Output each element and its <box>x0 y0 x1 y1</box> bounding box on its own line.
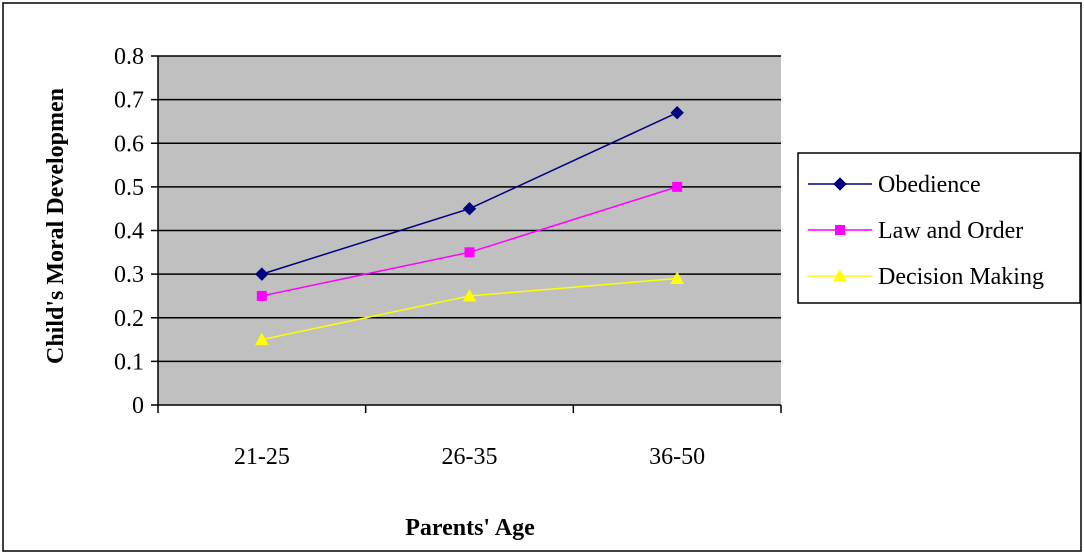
data-point <box>462 288 477 302</box>
y-tick-label: 0.2 <box>114 306 144 332</box>
legend-item: Obedience <box>808 172 981 198</box>
legend-label: Law and Order <box>878 218 1023 244</box>
x-tick-label: 21-25 <box>234 444 290 470</box>
series-1 <box>256 181 683 301</box>
legend-marker <box>833 177 847 191</box>
y-axis-title: Child's Moral Developmen <box>43 88 69 364</box>
legend-item: Decision Making <box>808 264 1044 290</box>
y-tick-label: 0.5 <box>114 175 144 201</box>
y-tick-label: 0.6 <box>114 131 144 157</box>
data-point <box>464 247 475 258</box>
x-axis-title: Parents' Age <box>405 515 535 541</box>
y-tick-label: 0.1 <box>114 349 144 375</box>
legend-item: Law and Order <box>808 218 1023 244</box>
y-tick-label: 0.4 <box>114 219 144 245</box>
legend-label: Obedience <box>878 172 981 198</box>
legend: Obedience Law and Order Decision Making <box>797 152 1081 304</box>
series-0 <box>255 106 684 281</box>
data-point <box>254 332 269 346</box>
axes: 0 0.1 0.2 0.3 0.4 0.5 0.6 0.7 0.8 21-25 26-35 36-50 <box>114 44 782 470</box>
x-tick-label: 26-35 <box>442 444 498 470</box>
x-tick-label: 36-50 <box>649 444 705 470</box>
data-point <box>672 181 683 192</box>
data-point <box>462 201 477 216</box>
data-point <box>670 106 684 120</box>
legend-label: Decision Making <box>878 264 1044 290</box>
y-tick-label: 0.7 <box>114 88 144 114</box>
legend-marker <box>833 268 847 282</box>
data-point <box>255 267 269 281</box>
y-tick-label: 0 <box>132 393 144 419</box>
series-group <box>254 106 685 346</box>
data-point <box>670 271 685 284</box>
y-tick-label: 0.8 <box>114 44 144 70</box>
data-point <box>256 290 267 301</box>
legend-marker <box>835 225 845 235</box>
series-2 <box>254 271 685 346</box>
y-tick-label: 0.3 <box>114 262 144 288</box>
